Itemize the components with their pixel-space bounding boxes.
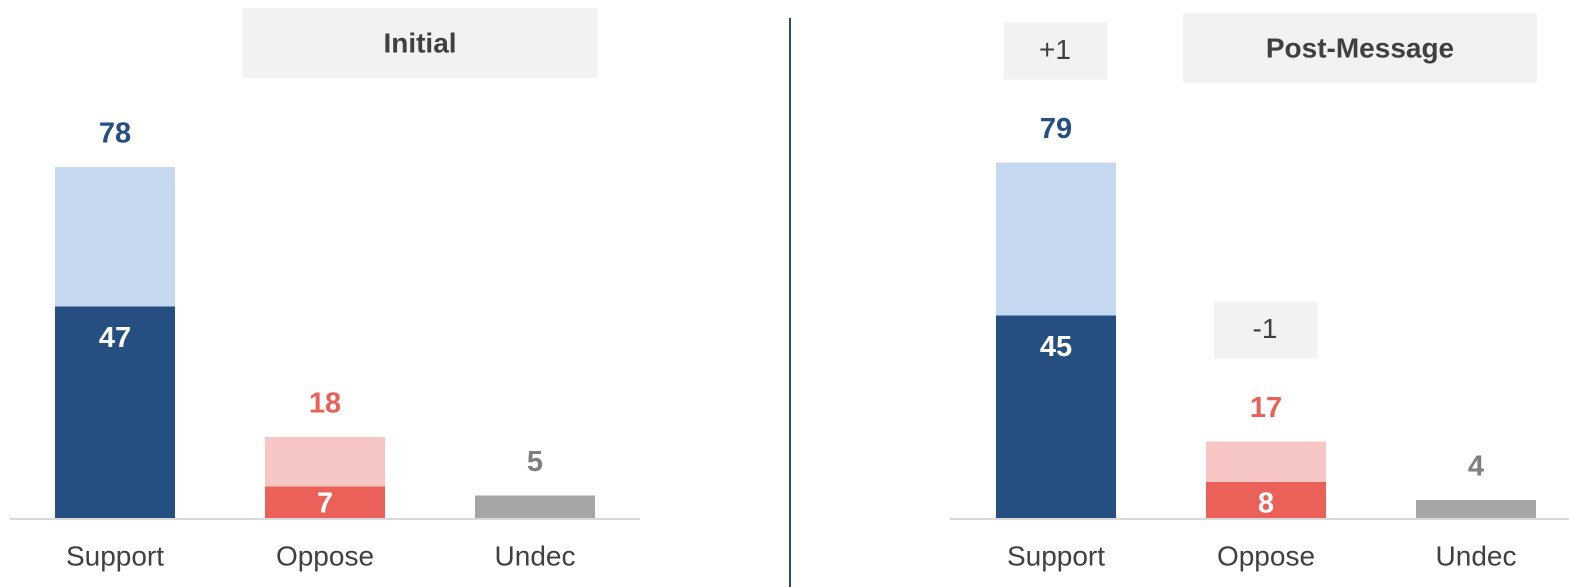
inner-bar [996, 315, 1116, 518]
category-label: Oppose [276, 540, 374, 571]
value-label: 79 [1040, 113, 1072, 145]
title-box [1183, 13, 1537, 83]
change-label: +1 [1039, 34, 1071, 65]
category-label: Support [1007, 540, 1105, 571]
title-box [243, 8, 597, 78]
chart-title: Initial [383, 27, 456, 58]
value-label: 18 [309, 388, 341, 420]
value-label: 78 [99, 118, 131, 150]
inner-value-label: 45 [1040, 331, 1072, 363]
value-label: 5 [527, 446, 543, 478]
chart-title: Post-Message [1266, 32, 1454, 63]
category-label: Undec [1436, 540, 1517, 571]
inner-value-label: 8 [1258, 488, 1274, 520]
category-label: Undec [495, 540, 576, 571]
change-box [1214, 301, 1317, 359]
inner-bar [55, 306, 175, 518]
value-label: 4 [1468, 451, 1484, 483]
change-box [1004, 22, 1107, 80]
category-label: Support [66, 540, 164, 571]
inner-bar [1206, 482, 1326, 518]
category-label: Oppose [1217, 540, 1315, 571]
bar [475, 495, 595, 518]
value-label: 17 [1250, 392, 1282, 424]
inner-bar [265, 486, 385, 518]
inner-value-label: 47 [99, 322, 131, 354]
bar [1416, 500, 1536, 518]
inner-value-label: 7 [317, 488, 333, 520]
change-label: -1 [1253, 313, 1278, 344]
